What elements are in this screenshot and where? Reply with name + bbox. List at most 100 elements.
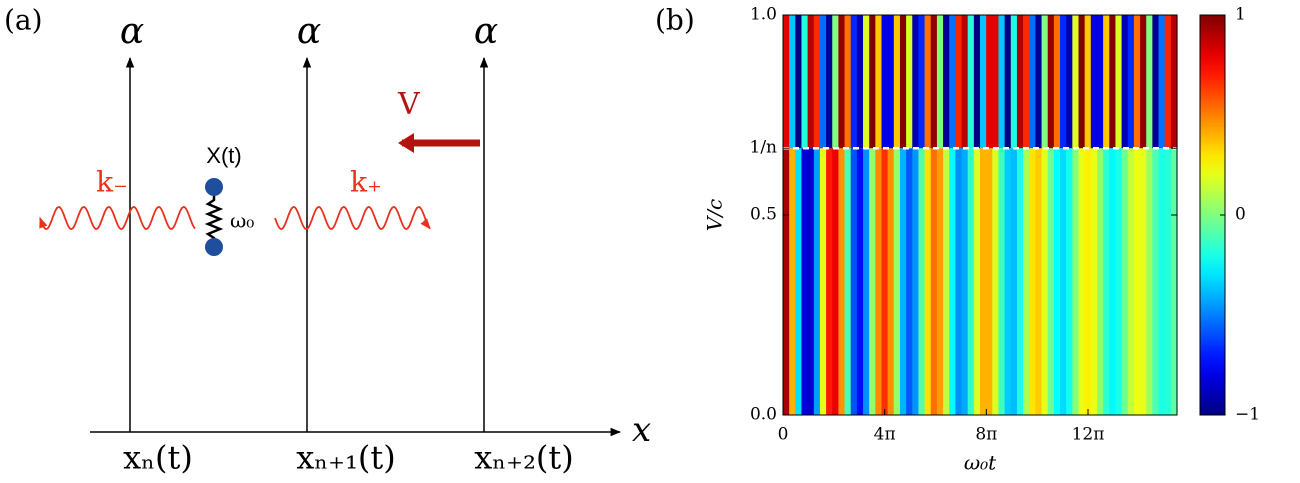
heat-cell bbox=[1053, 15, 1061, 149]
heat-cell bbox=[789, 15, 796, 149]
heat-cell bbox=[1164, 148, 1172, 415]
heat-cell bbox=[869, 148, 876, 415]
heat-cell bbox=[936, 148, 944, 415]
colorbar-tick-label: −1 bbox=[1235, 405, 1260, 425]
heat-cell bbox=[992, 15, 1000, 149]
heat-cell bbox=[1035, 15, 1043, 149]
heat-cell bbox=[850, 15, 858, 149]
heat-cell bbox=[795, 15, 803, 149]
panel-b: (b) V/c ω₀t 0 4π 8π 12π 0.0 0.5 1/n 1.0 1 0 −1 bbox=[655, 4, 1260, 475]
mass bbox=[205, 238, 223, 256]
heat-cell bbox=[1060, 148, 1067, 415]
y-tick-label: 0.0 bbox=[750, 405, 777, 425]
alpha: α bbox=[474, 11, 498, 52]
heat-cell bbox=[1066, 148, 1073, 415]
heat-cell bbox=[1041, 148, 1049, 415]
heat-cell bbox=[955, 15, 963, 149]
heat-cell bbox=[863, 15, 870, 149]
heat-cell bbox=[1140, 15, 1147, 149]
position-label: xₙ₊₂(t) bbox=[474, 439, 573, 477]
heat-cell bbox=[998, 15, 1006, 149]
heat-cell bbox=[881, 148, 889, 415]
heat-cell bbox=[783, 148, 790, 415]
heat-cell bbox=[961, 148, 969, 415]
heat-cell bbox=[1084, 15, 1092, 149]
heat-cell bbox=[875, 148, 883, 415]
heat-cell bbox=[1170, 148, 1178, 415]
y-axis-label: V/c bbox=[703, 199, 727, 231]
wave-right bbox=[274, 206, 431, 230]
heat-cell bbox=[1029, 15, 1037, 149]
heat-cell bbox=[1004, 15, 1012, 149]
heat-cell bbox=[980, 148, 987, 415]
heat-cell bbox=[1066, 15, 1073, 149]
heat-cell bbox=[875, 15, 883, 149]
heat-cell bbox=[807, 15, 815, 149]
heat-cell bbox=[1096, 148, 1104, 415]
heat-cell bbox=[1072, 148, 1080, 415]
heat-cell bbox=[819, 15, 827, 149]
colorbar-tick-label: 0 bbox=[1235, 205, 1246, 225]
heat-cell bbox=[1164, 15, 1172, 149]
heat-cell bbox=[949, 15, 956, 149]
heat-cell bbox=[838, 148, 846, 415]
colorbar-tick-label: 1 bbox=[1235, 5, 1246, 25]
heat-cell bbox=[801, 15, 809, 149]
heat-cell bbox=[980, 15, 987, 149]
heat-cell bbox=[1115, 15, 1123, 149]
heat-cell bbox=[1053, 148, 1061, 415]
heat-cell bbox=[924, 15, 932, 149]
heat-cell bbox=[869, 15, 876, 149]
heat-cell bbox=[1109, 15, 1117, 149]
heat-cell bbox=[893, 15, 901, 149]
heat-cell bbox=[1158, 15, 1166, 149]
heat-cell bbox=[1016, 15, 1024, 149]
heat-cell bbox=[1158, 148, 1166, 415]
heat-cell bbox=[930, 148, 938, 415]
x-tick-label: 8π bbox=[975, 425, 997, 445]
heat-cell bbox=[850, 148, 858, 415]
heat-cell bbox=[813, 148, 821, 415]
position-label: xₙ₊₁(t) bbox=[296, 439, 395, 477]
heat-cell bbox=[832, 15, 840, 149]
heat-cell bbox=[936, 15, 944, 149]
heat-cell bbox=[1016, 148, 1024, 415]
heat-cell bbox=[1133, 148, 1141, 415]
y-tick-label: 1.0 bbox=[750, 5, 777, 25]
y-tick-label: 1/n bbox=[750, 138, 778, 158]
heat-cell bbox=[918, 148, 926, 415]
heat-cell bbox=[1004, 148, 1012, 415]
heat-cell bbox=[844, 148, 852, 415]
heat-cell bbox=[1152, 15, 1160, 149]
panel-a: (a) x α α α xₙ(t) xₙ₊₁(t) xₙ₊₂(t) V k₋ k… bbox=[4, 4, 651, 477]
heat-cell bbox=[887, 148, 895, 415]
heat-cell bbox=[949, 148, 956, 415]
oscillator-label: X(t) bbox=[206, 143, 241, 168]
heat-cell bbox=[1072, 15, 1080, 149]
wave-label: k₊ bbox=[350, 166, 382, 199]
heat-cell bbox=[832, 148, 840, 415]
heat-cell bbox=[973, 148, 981, 415]
wave-label: k₋ bbox=[96, 166, 128, 199]
x-tick-label: 4π bbox=[874, 425, 896, 445]
heat-cell bbox=[838, 15, 846, 149]
heat-cell bbox=[1035, 148, 1043, 415]
heat-cell bbox=[1084, 148, 1092, 415]
heat-cell bbox=[1127, 15, 1135, 149]
frequency-label: ω₀ bbox=[230, 209, 254, 233]
heat-cell bbox=[986, 148, 993, 415]
heat-cell bbox=[899, 15, 907, 149]
heat-cell bbox=[924, 148, 932, 415]
heat-cell bbox=[906, 15, 913, 149]
heat-cell bbox=[986, 15, 993, 149]
alpha: α bbox=[120, 11, 144, 52]
position-label: xₙ(t) bbox=[123, 439, 193, 477]
heat-cell bbox=[1041, 15, 1049, 149]
x-axis-label: x bbox=[632, 410, 651, 450]
heat-cell bbox=[1133, 15, 1141, 149]
spring bbox=[204, 192, 224, 244]
heat-cell bbox=[795, 148, 803, 415]
velocity-arrowhead bbox=[398, 133, 414, 153]
heat-cell bbox=[992, 148, 1000, 415]
